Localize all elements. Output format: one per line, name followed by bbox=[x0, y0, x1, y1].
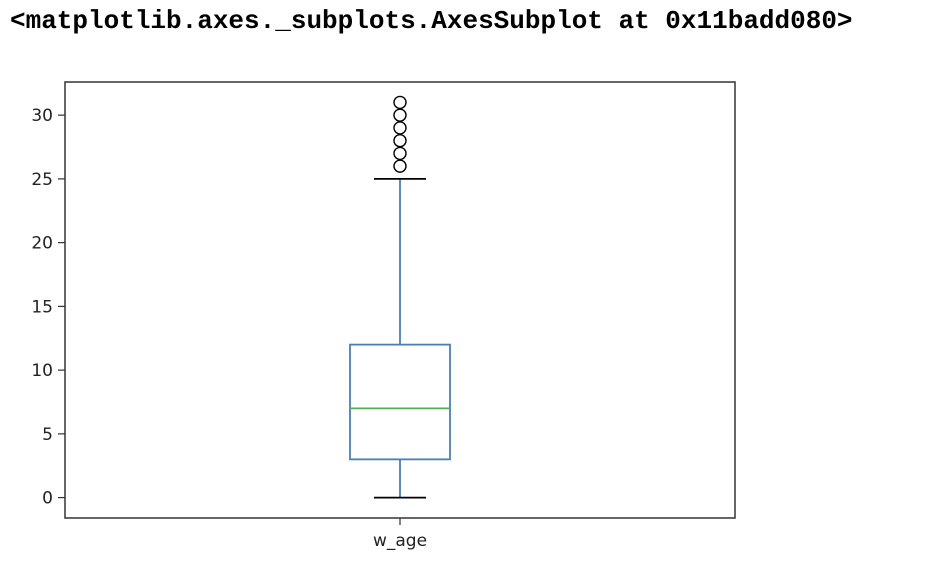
y-tick-label: 5 bbox=[42, 425, 53, 445]
outlier-point bbox=[393, 121, 407, 135]
y-tick-label: 15 bbox=[31, 297, 53, 317]
y-tick-label: 0 bbox=[42, 489, 53, 509]
x-axis: w_age bbox=[373, 518, 427, 551]
x-tick-label: w_age bbox=[373, 531, 427, 551]
outlier-point bbox=[393, 108, 407, 122]
y-tick-label: 10 bbox=[31, 361, 53, 381]
outlier-point bbox=[393, 95, 407, 110]
y-tick-label: 20 bbox=[31, 234, 53, 254]
output-repr-text: <matplotlib.axes._subplots.AxesSubplot a… bbox=[10, 6, 853, 36]
outlier-point bbox=[393, 133, 407, 148]
interquartile-box bbox=[349, 343, 451, 461]
outlier-point bbox=[393, 159, 407, 173]
outlier-point bbox=[393, 146, 407, 161]
box-plot-marks bbox=[349, 95, 451, 499]
y-axis: 0 5 10 15 20 25 30 bbox=[31, 106, 65, 509]
y-tick-label: 25 bbox=[31, 170, 53, 190]
y-tick-label: 30 bbox=[31, 106, 53, 126]
